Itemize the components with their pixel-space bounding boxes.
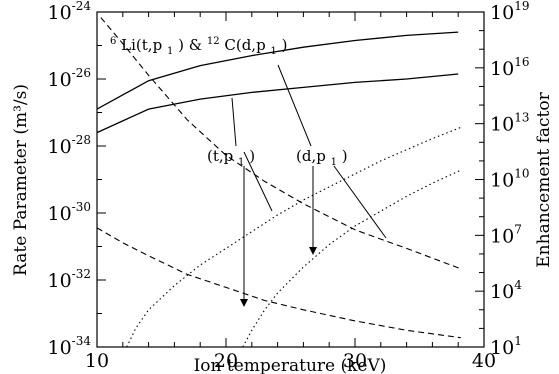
dp1-close: ) (342, 147, 348, 165)
dotted-curve-d-p1 (242, 169, 462, 347)
y-tick-base: 10 (47, 270, 71, 292)
x-tick-label: 40 (472, 350, 496, 372)
plot-frame (96, 11, 485, 348)
y2-tick-base: 10 (490, 170, 514, 192)
y-tick-base: 10 (47, 203, 71, 225)
x-tick-label: 10 (85, 350, 109, 372)
y2-tick-exp: 19 (514, 0, 529, 13)
y2-tick-exp: 13 (514, 111, 529, 125)
dashed-curve-d-p1 (100, 17, 461, 270)
reaction-title-annotation: 6 Li(t,p 1 ) & 12 C(d,p 1 ) (110, 30, 287, 58)
y-tick-exp: -26 (72, 66, 91, 80)
solid-curve-d-p1 (97, 31, 459, 110)
y2-tick-label: 107 (490, 222, 522, 247)
y2-tick-label: 1016 (490, 55, 529, 80)
y2-tick-base: 10 (490, 225, 514, 247)
x-tick-labels: 10 20 30 40 (85, 350, 496, 372)
li-reaction-text: Li(t,p (121, 36, 162, 54)
y-tick-exp: -30 (72, 200, 91, 214)
y2-tick-exp: 4 (514, 278, 522, 292)
dp1-label: (d,p 1 ) (296, 147, 348, 169)
y2-tick-label: 101 (490, 334, 522, 359)
y2-tick-label: 1019 (490, 0, 529, 24)
y-tick-exp: -24 (72, 0, 92, 13)
y2-tick-base: 10 (490, 114, 514, 136)
y2-tick-label: 1013 (490, 111, 529, 136)
series-layer (97, 17, 462, 347)
tp1-leader-to-solid (231, 97, 237, 147)
tp1-text: (t,p (207, 147, 233, 165)
y2-tick-base: 10 (490, 58, 514, 80)
y2-tick-exp: 10 (514, 167, 529, 181)
tp1-label: (t,p 1 ) (207, 147, 255, 169)
y-tick-label: 10-26 (47, 66, 91, 91)
x-tick-label: 30 (343, 350, 367, 372)
minor-ticks (97, 12, 484, 347)
dp1-leader-to-solid (277, 64, 312, 147)
y2-tick-label: 1010 (490, 167, 529, 192)
y-axis-label: Rate Parameter (m³/s) (11, 84, 31, 276)
y2-axis-label: Enhancement factor (534, 91, 554, 267)
y-tick-label: 10-34 (47, 334, 91, 359)
y-tick-exp: -28 (72, 133, 91, 147)
dp1-text: (d,p (296, 147, 326, 165)
y-tick-label: 10-28 (47, 133, 91, 158)
tp1-leader-to-dotted (243, 151, 273, 212)
y-tick-base: 10 (47, 136, 71, 158)
dotted-curve-t-p1 (126, 126, 462, 347)
y2-tick-label: 104 (490, 278, 522, 303)
c-mass-number: 12 (207, 36, 220, 47)
dp1-subscript: 1 (331, 157, 337, 168)
y-tick-base: 10 (47, 337, 71, 359)
tp1-close: ) (249, 147, 255, 165)
y2-tick-exp: 7 (514, 222, 522, 236)
solid-curve-t-p1 (97, 73, 459, 134)
x-tick-label: 20 (214, 350, 238, 372)
y2-tick-exp: 1 (514, 334, 522, 348)
li-mass-number: 6 (110, 36, 116, 47)
dp1-leader-to-dotted (333, 165, 387, 239)
c-subscript: 1 (270, 46, 276, 57)
tp1-subscript: 1 (238, 157, 244, 168)
c-reaction-text: C(d,p (224, 36, 265, 54)
y-tick-label: 10-30 (47, 200, 91, 225)
y2-tick-base: 10 (490, 2, 514, 24)
y2-tick-exp: 16 (514, 55, 529, 69)
y-tick-exp: -32 (72, 267, 91, 281)
x-axis-label: Ion temperature (keV) (194, 356, 387, 374)
dashed-curve-t-p1 (97, 227, 461, 339)
y-tick-base: 10 (47, 69, 71, 91)
y-tick-label: 10-32 (47, 267, 91, 292)
ampersand-text: ) & (178, 36, 207, 54)
y-tick-label: 10-24 (47, 0, 91, 24)
y-tick-base: 10 (47, 2, 71, 24)
major-ticks (96, 11, 485, 348)
y-tick-exp: -34 (72, 334, 92, 348)
c-close-paren: ) (282, 36, 288, 54)
y2-tick-base: 10 (490, 337, 514, 359)
li-subscript: 1 (167, 46, 173, 57)
y2-tick-base: 10 (490, 281, 514, 303)
